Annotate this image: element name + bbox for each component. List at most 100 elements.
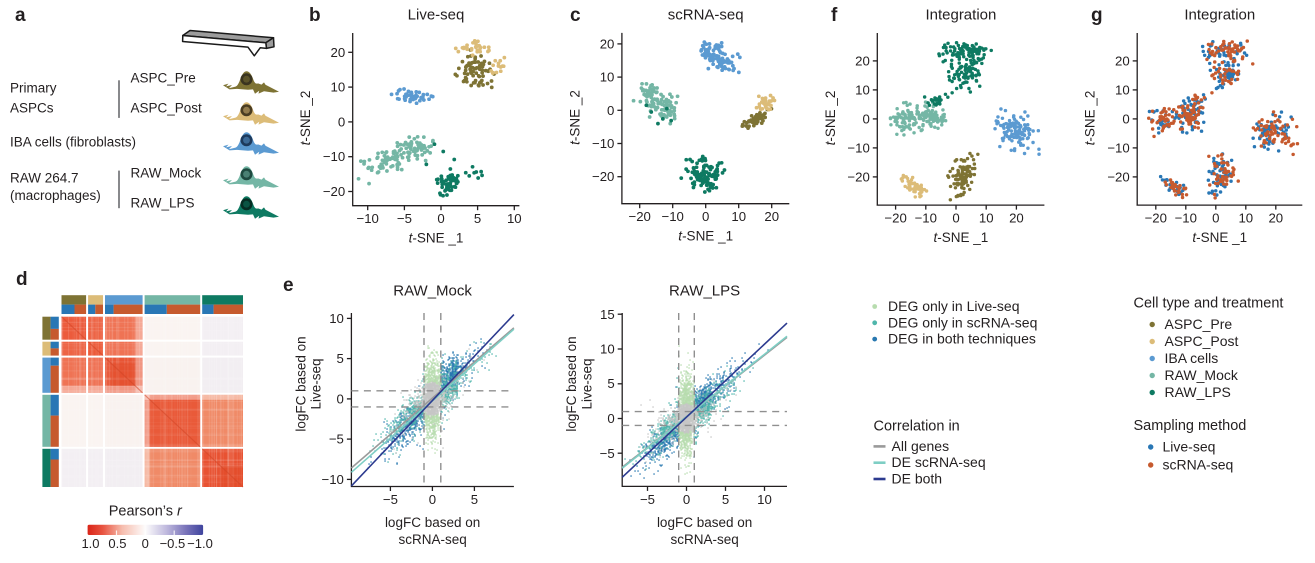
svg-text:−10: −10 xyxy=(322,472,344,487)
svg-text:20: 20 xyxy=(331,45,346,60)
svg-text:0: 0 xyxy=(952,211,959,226)
svg-text:−10: −10 xyxy=(592,136,614,151)
svg-text:5: 5 xyxy=(337,351,344,366)
svg-text:RAW_Mock: RAW_Mock xyxy=(393,283,472,300)
svg-text:20: 20 xyxy=(1268,211,1283,226)
svg-text:10: 10 xyxy=(1115,82,1130,97)
svg-text:scRNA-seq: scRNA-seq xyxy=(1163,457,1234,473)
svg-text:20: 20 xyxy=(855,53,870,68)
svg-text:−5: −5 xyxy=(329,432,344,447)
svg-text:−20: −20 xyxy=(1145,211,1167,226)
svg-text:g: g xyxy=(1091,5,1103,26)
svg-text:t-SNE _2: t-SNE _2 xyxy=(823,91,838,146)
svg-text:a: a xyxy=(15,5,26,26)
svg-text:−10: −10 xyxy=(357,211,379,226)
svg-text:10: 10 xyxy=(331,80,346,95)
svg-text:0: 0 xyxy=(683,492,690,507)
svg-text:−5: −5 xyxy=(397,211,412,226)
svg-text:RAW_Mock: RAW_Mock xyxy=(131,166,202,181)
svg-text:−10: −10 xyxy=(1107,140,1129,155)
svg-text:Integration: Integration xyxy=(925,7,996,24)
svg-text:b: b xyxy=(309,5,321,26)
svg-text:10: 10 xyxy=(329,311,344,326)
svg-text:Pearson’s r: Pearson’s r xyxy=(109,504,183,520)
svg-text:10: 10 xyxy=(507,211,522,226)
svg-text:5: 5 xyxy=(607,376,614,391)
svg-text:−10: −10 xyxy=(323,149,345,164)
svg-text:20: 20 xyxy=(764,209,779,224)
svg-text:0: 0 xyxy=(862,111,869,126)
svg-text:0: 0 xyxy=(1122,111,1129,126)
svg-text:Live-seq: Live-seq xyxy=(408,7,465,24)
svg-text:−5: −5 xyxy=(640,492,655,507)
svg-text:Primary: Primary xyxy=(10,80,57,95)
svg-text:0: 0 xyxy=(1212,211,1219,226)
svg-text:logFC based on: logFC based on xyxy=(657,515,752,530)
svg-text:10: 10 xyxy=(731,209,746,224)
svg-text:All genes: All genes xyxy=(892,438,950,454)
svg-text:−20: −20 xyxy=(323,184,345,199)
svg-text:Correlation in: Correlation in xyxy=(874,419,960,435)
svg-text:20: 20 xyxy=(1115,53,1130,68)
svg-text:1.0: 1.0 xyxy=(81,536,99,551)
svg-text:−20: −20 xyxy=(592,169,614,184)
svg-text:−10: −10 xyxy=(847,140,869,155)
svg-text:RAW 264.7: RAW 264.7 xyxy=(10,171,79,186)
svg-text:Cell type and treatment: Cell type and treatment xyxy=(1134,296,1284,312)
svg-text:DE both: DE both xyxy=(892,471,943,487)
svg-text:d: d xyxy=(16,269,28,290)
svg-text:RAW_LPS: RAW_LPS xyxy=(131,196,195,211)
svg-text:RAW_LPS: RAW_LPS xyxy=(669,283,740,300)
svg-text:−20: −20 xyxy=(1107,169,1129,184)
svg-text:−10: −10 xyxy=(915,211,937,226)
svg-text:DEG only in Live-seq: DEG only in Live-seq xyxy=(888,298,1020,314)
svg-text:(macrophages): (macrophages) xyxy=(10,188,101,203)
svg-text:c: c xyxy=(570,5,581,26)
svg-text:5: 5 xyxy=(722,492,729,507)
svg-text:ASPCs: ASPCs xyxy=(10,100,54,115)
svg-text:t-SNE _1: t-SNE _1 xyxy=(934,230,989,245)
svg-text:0: 0 xyxy=(338,114,345,129)
svg-text:10: 10 xyxy=(600,70,615,85)
svg-text:Live-seq: Live-seq xyxy=(309,358,324,409)
svg-text:f: f xyxy=(831,5,838,26)
svg-text:ASPC_Pre: ASPC_Pre xyxy=(1165,316,1233,332)
svg-text:Sampling method: Sampling method xyxy=(1134,418,1247,434)
svg-text:t-SNE _2: t-SNE _2 xyxy=(298,91,313,146)
svg-text:0: 0 xyxy=(607,103,614,118)
svg-text:0.5: 0.5 xyxy=(108,536,126,551)
svg-text:−1.0: −1.0 xyxy=(187,536,213,551)
svg-text:scRNA-seq: scRNA-seq xyxy=(398,532,466,547)
svg-text:−20: −20 xyxy=(847,169,869,184)
svg-text:10: 10 xyxy=(855,82,870,97)
svg-text:IBA cells: IBA cells xyxy=(1165,350,1219,366)
svg-text:Live-seq: Live-seq xyxy=(579,358,594,409)
svg-text:scRNA-seq: scRNA-seq xyxy=(670,532,738,547)
svg-text:DE scRNA-seq: DE scRNA-seq xyxy=(892,454,986,470)
svg-text:20: 20 xyxy=(1009,211,1024,226)
svg-text:20: 20 xyxy=(600,36,615,51)
svg-text:−0.5: −0.5 xyxy=(160,536,186,551)
svg-text:5: 5 xyxy=(471,492,478,507)
svg-text:IBA cells (fibroblasts): IBA cells (fibroblasts) xyxy=(10,135,136,150)
svg-text:e: e xyxy=(283,275,294,296)
svg-text:0: 0 xyxy=(702,209,709,224)
svg-text:RAW_Mock: RAW_Mock xyxy=(1165,367,1239,383)
svg-text:−5: −5 xyxy=(383,492,398,507)
svg-text:−10: −10 xyxy=(662,209,684,224)
svg-text:DEG in both techniques: DEG in both techniques xyxy=(888,331,1036,347)
svg-text:t-SNE _1: t-SNE _1 xyxy=(1192,230,1247,245)
svg-text:scRNA-seq: scRNA-seq xyxy=(668,7,744,24)
svg-text:−5: −5 xyxy=(600,446,615,461)
svg-text:Integration: Integration xyxy=(1184,7,1255,24)
svg-text:−20: −20 xyxy=(884,211,906,226)
svg-text:t-SNE _2: t-SNE _2 xyxy=(1083,91,1098,146)
svg-text:0: 0 xyxy=(607,411,614,426)
svg-text:t-SNE _1: t-SNE _1 xyxy=(409,231,464,246)
svg-text:10: 10 xyxy=(600,342,615,357)
svg-text:−20: −20 xyxy=(629,209,651,224)
svg-text:t-SNE _2: t-SNE _2 xyxy=(567,90,582,145)
svg-text:logFC based on: logFC based on xyxy=(385,515,480,530)
svg-text:RAW_LPS: RAW_LPS xyxy=(1165,384,1231,400)
svg-text:0: 0 xyxy=(337,391,344,406)
